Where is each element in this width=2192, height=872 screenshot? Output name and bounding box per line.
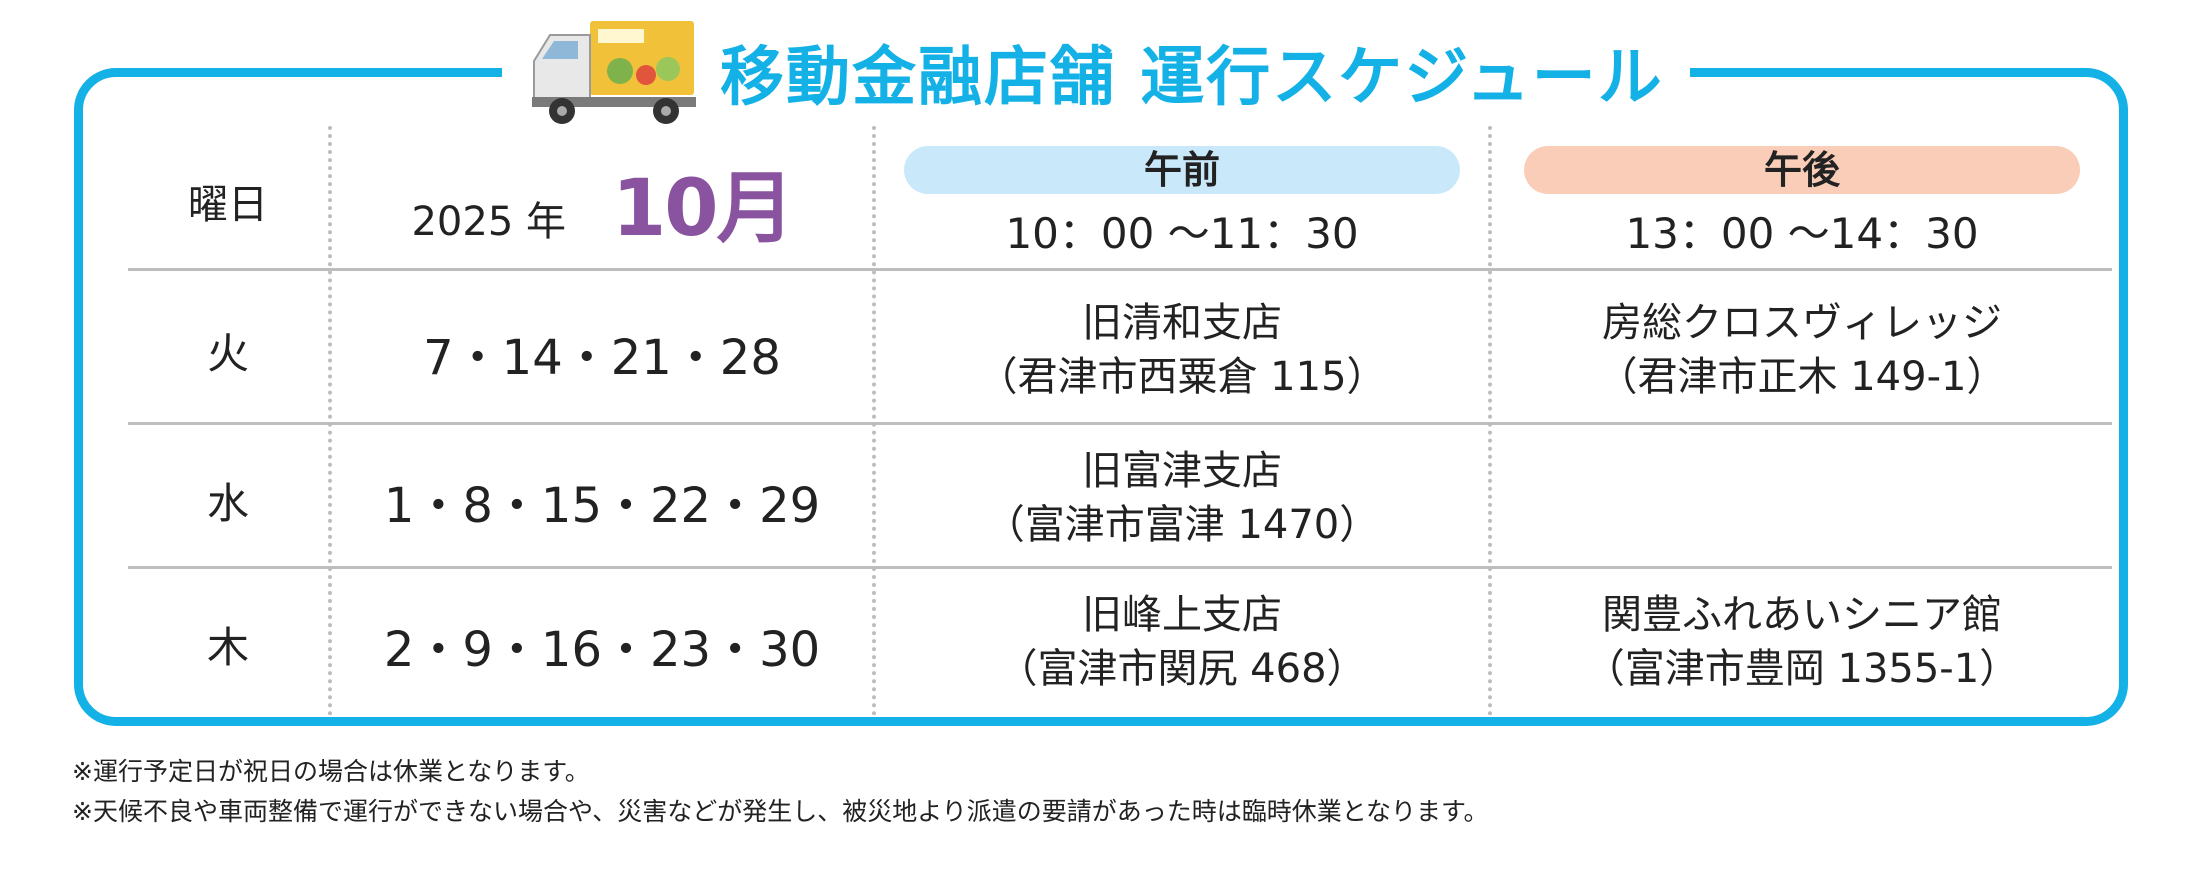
- day-tuesday: 火: [206, 329, 249, 378]
- pm-location-thursday: 関豊ふれあいシニア館 （富津市豊岡 1355-1）: [1492, 588, 2112, 696]
- day-wednesday: 水: [206, 479, 249, 528]
- pm-location-tuesday: 房総クロスヴィレッジ （君津市正木 149-1）: [1492, 296, 2112, 404]
- am-location-tuesday: 旧清和支店 （君津市西粟倉 115）: [876, 296, 1488, 404]
- am-location-thursday: 旧峰上支店 （富津市関尻 468）: [876, 588, 1488, 696]
- closure-note: ※天候不良や車両整備で運行ができない場合や、災害などが発生し、被災地より派遣の要…: [72, 797, 1489, 826]
- row-divider: [128, 268, 2112, 271]
- location-name: 関豊ふれあいシニア館: [1602, 592, 2002, 638]
- day-column-header: 曜日: [188, 182, 268, 228]
- column-divider: [1488, 126, 1492, 716]
- month-label: 10月: [611, 164, 795, 254]
- column-divider: [328, 126, 332, 716]
- pm-header-pill: 午後: [1524, 146, 2080, 194]
- location-name: 旧清和支店: [1082, 300, 1282, 346]
- year-label: 2025 年: [411, 199, 566, 245]
- am-location-wednesday: 旧富津支店 （富津市富津 1470）: [876, 444, 1488, 552]
- title-bar: 移動金融店舗 運行スケジュール: [502, 8, 1690, 136]
- location-name: 旧峰上支店: [1082, 592, 1282, 638]
- am-time: 10：00 ～11：30: [1005, 209, 1359, 258]
- dates-wednesday: 1・8・15・22・29: [383, 478, 821, 534]
- location-address: （富津市富津 1470）: [984, 502, 1380, 548]
- location-name: 房総クロスヴィレッジ: [1602, 300, 2002, 346]
- dates-thursday: 2・9・16・23・30: [383, 622, 821, 678]
- dates-tuesday: 7・14・21・28: [423, 330, 781, 386]
- day-thursday: 木: [206, 623, 249, 672]
- location-address: （富津市豊岡 1355-1）: [1584, 646, 2020, 692]
- location-name: 旧富津支店: [1082, 448, 1282, 494]
- location-address: （富津市関尻 468）: [997, 646, 1367, 692]
- pm-time: 13：00 ～14：30: [1625, 209, 1979, 258]
- location-address: （君津市正木 149-1）: [1597, 354, 2007, 400]
- page-title: 移動金融店舗 運行スケジュール: [720, 41, 1664, 115]
- row-divider: [128, 422, 2112, 425]
- location-address: （君津市西粟倉 115）: [977, 354, 1387, 400]
- column-divider: [872, 126, 876, 716]
- row-divider: [128, 566, 2112, 569]
- mobile-bank-truck-icon: [532, 21, 696, 124]
- am-header-pill: 午前: [904, 146, 1460, 194]
- year-month-header: 2025 年 10月: [332, 146, 872, 258]
- holiday-note: ※運行予定日が祝日の場合は休業となります。: [72, 757, 590, 786]
